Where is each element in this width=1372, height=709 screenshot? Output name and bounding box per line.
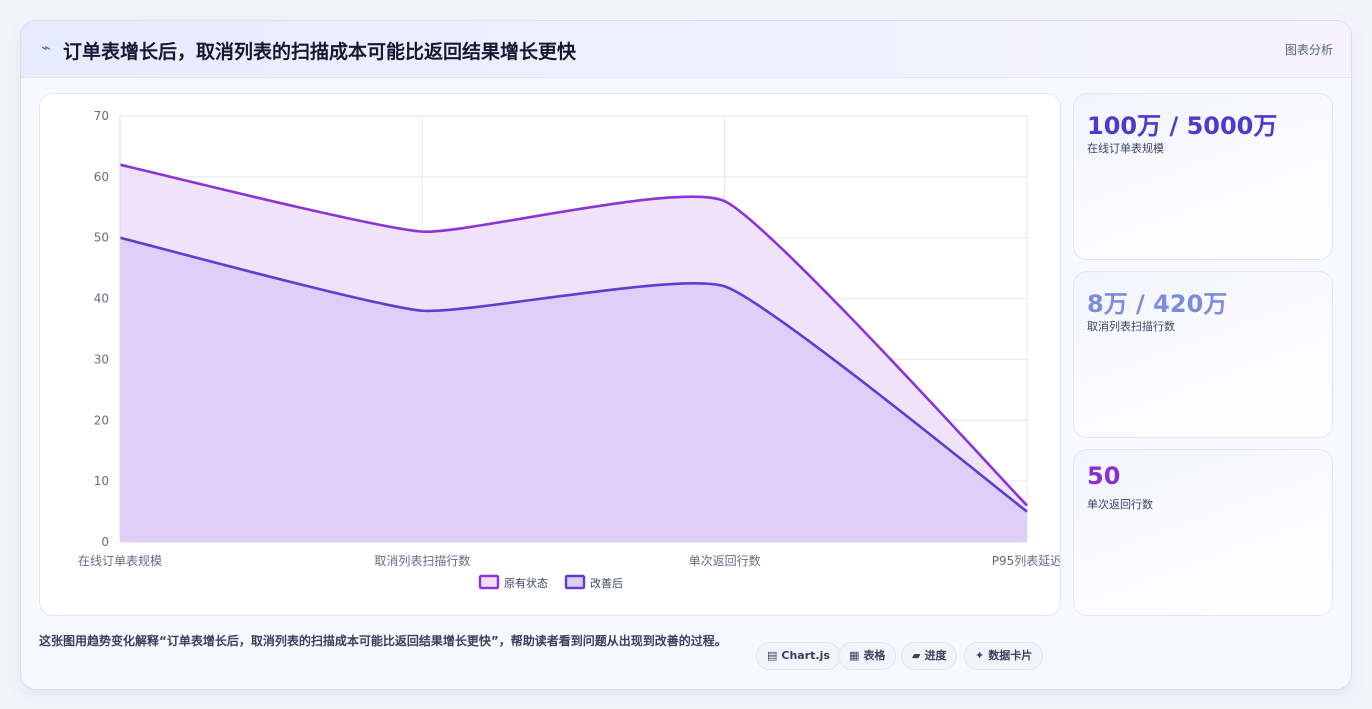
stat-card-order-table: 100万 / 5000万 在线订单表规模 (1073, 93, 1333, 260)
y-tick-label: 50 (94, 231, 109, 245)
y-tick-label: 0 (101, 535, 109, 549)
stat-card-return-rows: 50 单次返回行数 (1073, 449, 1333, 616)
chart-card: ⌁ 订单表增长后，取消列表的扫描成本可能比返回结果增长更快 图表分析 0 10 20… (20, 20, 1352, 690)
x-tick-label: 在线订单表规模 (78, 553, 162, 568)
card-header: ⌁ 订单表增长后，取消列表的扫描成本可能比返回结果增长更快 图表分析 (21, 21, 1351, 78)
stat-value: 8万 / 420万 (1087, 290, 1228, 318)
pill-label: 数据卡片 (988, 649, 1033, 662)
pill-label: 表格 (863, 649, 886, 662)
stat-card-scan-rows: 8万 / 420万 取消列表扫描行数 (1073, 271, 1333, 438)
table-icon: ▦ (849, 649, 860, 662)
stat-label: 在线订单表规模 (1087, 142, 1164, 155)
pill-data-card[interactable]: ✦ 数据卡片 (964, 642, 1044, 670)
legend-label: 改善后 (590, 576, 623, 590)
chart-description: 这张图用趋势变化解释“订单表增长后，取消列表的扫描成本可能比返回结果增长更快”，… (39, 634, 727, 648)
y-tick-label: 10 (94, 474, 109, 488)
chart-panel: 0 10 20 30 40 50 60 70 在线订单表规模 取消列表扫描行数 单次返回行数 P95列… (39, 93, 1061, 616)
series-line-1 (119, 163, 1028, 507)
series-line-2 (119, 236, 1028, 513)
pill-table[interactable]: ▦ 表格 (838, 642, 897, 670)
y-tick-label: 40 (94, 292, 109, 306)
page-title: 订单表增长后，取消列表的扫描成本可能比返回结果增长更快 (63, 41, 577, 63)
category-tag: 图表分析 (1284, 43, 1333, 57)
y-tick-label: 20 (94, 413, 109, 427)
pill-chartjs[interactable]: ▤ Chart.js (756, 642, 841, 670)
stat-label: 单次返回行数 (1087, 498, 1153, 511)
trend-glyph-icon: ⌁ (41, 38, 51, 57)
legend-swatch (478, 574, 500, 590)
stat-label: 取消列表扫描行数 (1087, 320, 1175, 333)
pill-label: 进度 (924, 649, 947, 662)
legend-label: 原有状态 (504, 576, 548, 590)
stat-value: 100万 / 5000万 (1087, 112, 1278, 140)
stat-value: 50 (1087, 462, 1121, 490)
chart-icon: ▤ (767, 649, 778, 662)
x-tick-label: 单次返回行数 (689, 553, 761, 568)
progress-icon: ▰ (912, 649, 921, 662)
area-chart: 0 10 20 30 40 50 60 70 在线订单表规模 取消列表扫描行数 单次返回行数 P95列… (78, 109, 1060, 590)
pill-progress[interactable]: ▰ 进度 (901, 642, 958, 670)
x-tick-label: 取消列表扫描行数 (374, 553, 470, 568)
x-tick-label: P95列表延迟 (992, 554, 1060, 568)
y-tick-label: 30 (94, 352, 109, 366)
pill-label: Chart.js (781, 649, 830, 662)
series-area-2 (120, 237, 1027, 542)
y-tick-label: 60 (94, 170, 109, 184)
y-tick-label: 70 (94, 109, 109, 123)
sparkle-icon: ✦ (975, 649, 985, 662)
legend-swatch (564, 574, 586, 590)
